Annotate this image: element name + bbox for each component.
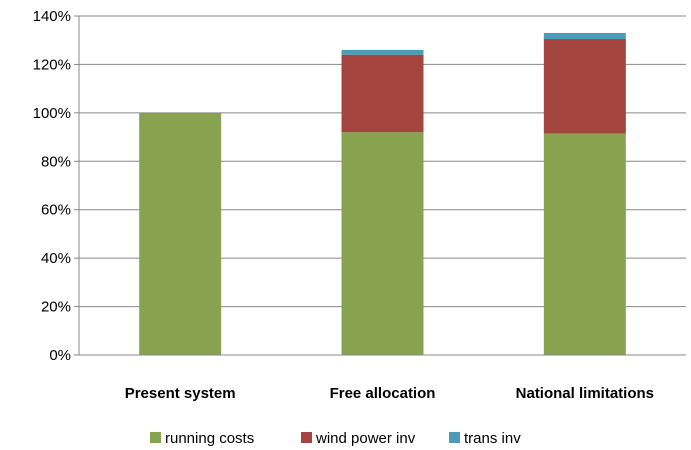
legend-swatch <box>449 432 460 443</box>
legend: running costs wind power inv trans inv <box>150 430 521 447</box>
bar-trans-inv-national-limitations <box>543 32 626 40</box>
x-category-label: Present system <box>125 385 236 402</box>
bar-trans-inv-free-allocation <box>341 49 424 55</box>
y-tick-label: 100% <box>33 105 71 122</box>
x-category-label: Free allocation <box>330 385 436 402</box>
legend-label: running costs <box>165 430 254 447</box>
bar-running-costs-free-allocation <box>341 132 424 355</box>
bar-wind-power-inv-free-allocation <box>341 54 424 133</box>
legend-swatch <box>301 432 312 443</box>
bars <box>139 32 626 355</box>
x-axis: Present system Free allocation National li… <box>79 354 686 402</box>
y-tick-label: 120% <box>33 56 71 73</box>
y-tick-label: 0% <box>49 347 71 364</box>
legend-label: trans inv <box>464 430 521 447</box>
y-tick-label: 20% <box>41 299 71 316</box>
legend-label: wind power inv <box>315 430 416 447</box>
legend-item-trans-inv: trans inv <box>449 430 521 447</box>
y-tick-label: 60% <box>41 202 71 219</box>
bar-running-costs-present-system <box>139 112 222 355</box>
y-axis: 0% 20% 40% 60% 80% 100% 120% 140% <box>33 8 80 364</box>
legend-swatch <box>150 432 161 443</box>
bar-wind-power-inv-national-limitations <box>543 39 626 134</box>
y-tick-label: 80% <box>41 153 71 170</box>
legend-item-running-costs: running costs <box>150 430 254 447</box>
x-category-label: National limitations <box>516 385 654 402</box>
legend-item-wind-power-inv: wind power inv <box>301 430 416 447</box>
bar-running-costs-national-limitations <box>543 133 626 355</box>
y-tick-label: 140% <box>33 8 71 25</box>
y-tick-label: 40% <box>41 250 71 267</box>
